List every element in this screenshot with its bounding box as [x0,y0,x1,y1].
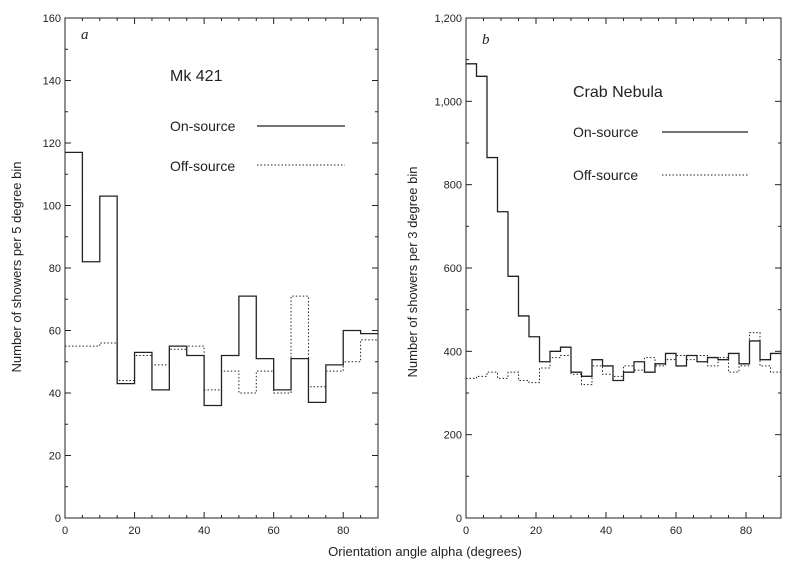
panel-title-crab: Crab Nebula [573,84,663,101]
y-tick-label-a: 160 [43,13,61,25]
series-off-source-a [65,295,378,394]
y-tick-label-a: 100 [43,201,61,213]
series-on-source-b [466,63,781,382]
x-tick-label-b: 60 [670,525,682,537]
y-tick-label-b: 1,000 [434,96,462,108]
y-tick-label-a: 0 [55,513,61,525]
y-tick-label-a: 120 [43,138,61,150]
x-tick-label-b: 80 [740,525,752,537]
y-tick-label-b: 1,200 [434,13,462,25]
series-off-source-b [466,332,781,386]
x-tick-label-a: 20 [128,525,140,537]
panel-letter-b: b [482,32,490,48]
x-tick-label-b: 20 [530,525,542,537]
y-tick-label-a: 140 [43,76,61,88]
y-tick-label-a: 80 [49,263,61,275]
x-axis-title: Orientation angle alpha (degrees) [328,544,522,559]
series-on-source-a [65,151,378,407]
y-tick-label-a: 40 [49,388,61,400]
x-tick-label-b: 40 [600,525,612,537]
x-tick-label-a: 60 [268,525,280,537]
y-tick-label-b: 600 [444,263,462,275]
y-tick-label-b: 200 [444,430,462,442]
panel-title-mk421: Mk 421 [170,68,223,85]
y-axis-title-b: Number of showers per 3 degree bin [405,166,420,377]
legend-label-off-source-b: Off-source [573,167,638,183]
legend-label-off-source-a: Off-source [170,158,235,174]
y-tick-label-a: 60 [49,326,61,338]
x-tick-label-b: 0 [463,525,469,537]
y-tick-label-b: 800 [444,180,462,192]
x-tick-label-a: 0 [62,525,68,537]
plot-frame-a [64,17,379,519]
x-tick-label-a: 40 [198,525,210,537]
x-tick-label-a: 80 [337,525,349,537]
legend-label-on-source-b: On-source [573,124,639,140]
y-tick-label-a: 20 [49,451,61,463]
panel-mk421: a Mk 421 Number of showers per 5 degree … [9,13,379,537]
legend-label-on-source-a: On-source [170,118,236,134]
y-tick-label-b: 0 [456,513,462,525]
y-tick-label-b: 400 [444,346,462,358]
panel-crab-nebula: b Crab Nebula Number of showers per 3 de… [405,13,782,537]
y-axis-title-a: Number of showers per 5 degree bin [9,161,24,372]
panel-letter-a: a [81,27,89,43]
